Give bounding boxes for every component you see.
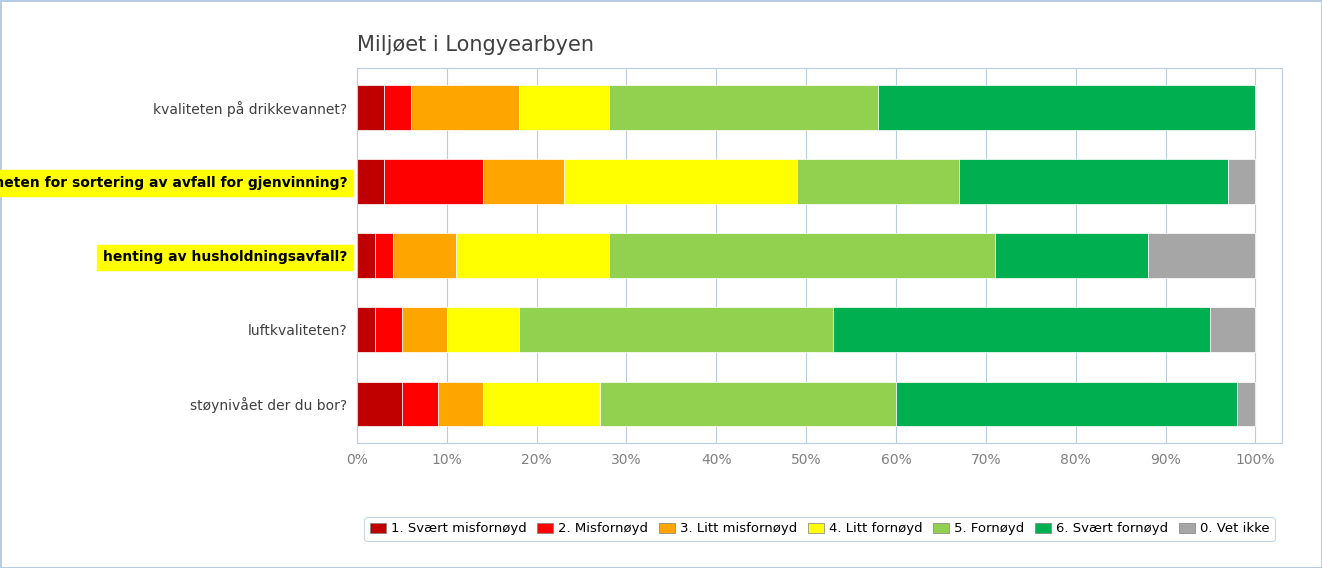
Bar (438, 382, 483, 426)
Bar (357, 159, 383, 204)
Bar (375, 233, 393, 278)
Legend: 1. Svært misfornøyd, 2. Misfornøyd, 3. Litt misfornøyd, 4. Litt fornøyd, 5. Forn: 1. Svært misfornøyd, 2. Misfornøyd, 3. L… (365, 517, 1274, 541)
Bar (608, 233, 995, 278)
Bar (383, 85, 411, 130)
Bar (411, 85, 518, 130)
Bar (958, 159, 1228, 204)
Bar (608, 85, 878, 130)
Bar (878, 85, 1256, 130)
Bar (1228, 159, 1256, 204)
Bar (518, 307, 833, 352)
Bar (1211, 307, 1256, 352)
Bar (483, 159, 563, 204)
Bar (1147, 233, 1256, 278)
Bar (995, 233, 1147, 278)
Bar (357, 233, 375, 278)
Bar (393, 233, 456, 278)
Bar (518, 85, 608, 130)
Bar (402, 382, 438, 426)
Bar (357, 382, 402, 426)
Bar (797, 159, 958, 204)
Bar (456, 233, 608, 278)
Bar (483, 382, 599, 426)
Bar (447, 307, 518, 352)
Bar (383, 159, 483, 204)
Bar (357, 85, 383, 130)
Bar (896, 382, 1237, 426)
Bar (357, 307, 375, 352)
Bar (1237, 382, 1256, 426)
Bar (563, 159, 797, 204)
Text: Miljøet i Longyearbyen: Miljøet i Longyearbyen (357, 35, 594, 56)
Bar (833, 307, 1211, 352)
Bar (402, 307, 447, 352)
Bar (375, 307, 402, 352)
Bar (599, 382, 896, 426)
